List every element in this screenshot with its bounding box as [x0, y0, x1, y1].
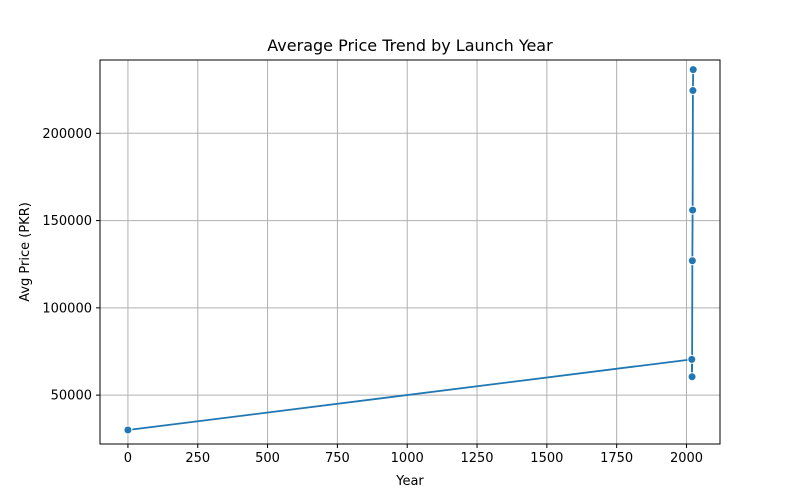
- x-tick-label: 750: [325, 451, 350, 466]
- y-tick-label: 150000: [42, 214, 92, 229]
- x-tick-label: 2000: [670, 451, 703, 466]
- data-point: [687, 354, 697, 364]
- grid: [100, 60, 720, 444]
- data-point: [688, 205, 698, 215]
- data-point: [687, 372, 697, 382]
- data-point: [688, 86, 698, 96]
- series-line: [127, 69, 695, 431]
- y-tick-label: 200000: [42, 127, 92, 142]
- x-tick-label: 1250: [460, 451, 493, 466]
- x-tick-label: 250: [185, 451, 210, 466]
- data-point: [687, 256, 697, 266]
- chart-title: Average Price Trend by Launch Year: [267, 36, 553, 55]
- x-tick-label: 1500: [530, 451, 563, 466]
- data-point: [688, 65, 698, 75]
- x-tick-label: 1000: [391, 451, 424, 466]
- x-axis-label: Year: [395, 474, 424, 489]
- y-tick-label: 100000: [42, 301, 92, 316]
- plot-frame: [99, 59, 721, 445]
- data-point: [123, 425, 133, 435]
- x-axis: 0 250 500 750 1000 1250 1500 1750 2000: [124, 444, 703, 466]
- y-tick-label: 50000: [51, 389, 92, 404]
- x-tick-label: 500: [255, 451, 280, 466]
- series-layer: [123, 65, 698, 435]
- y-axis: 50000 100000 150000 200000: [42, 127, 100, 404]
- x-tick-label: 1750: [600, 451, 633, 466]
- x-tick-label: 0: [124, 451, 132, 466]
- y-axis-label: Avg Price (PKR): [18, 202, 33, 302]
